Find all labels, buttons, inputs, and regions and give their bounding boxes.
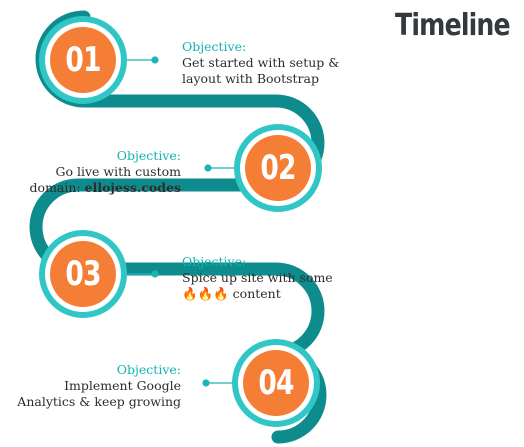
emoji-suffix: content (228, 286, 281, 301)
objective-label: Objective: (182, 39, 247, 54)
description-line: Get started with setup & (182, 55, 340, 70)
step-badge-03 (39, 230, 127, 318)
step-number-04: 04 (258, 363, 294, 403)
page-title: Timeline (395, 8, 511, 43)
fire-emoji-icons: 🔥🔥🔥 (182, 286, 229, 301)
step-badge-04 (232, 339, 320, 427)
step-number-03: 03 (65, 254, 101, 294)
description-line: Analytics & keep growing (17, 394, 181, 409)
step-description-01: Objective: Get started with setup & layo… (182, 39, 339, 87)
description-line: layout with Bootstrap (182, 71, 319, 86)
description-line: domain: ellojess.codes (30, 180, 181, 196)
objective-label: Objective: (116, 362, 181, 377)
objective-label: Objective: (116, 148, 181, 163)
step-description-02: Objective: Go live with custom domain: e… (30, 148, 181, 196)
step-badge-01 (39, 16, 127, 104)
step-badge-02 (234, 124, 322, 212)
connectors (124, 56, 238, 387)
domain-prefix: domain: (29, 180, 85, 195)
description-line: Go live with custom (55, 164, 181, 179)
description-line: Spice up site with some (182, 270, 333, 285)
description-line: 🔥🔥🔥 content (182, 286, 333, 302)
objective-label: Objective: (182, 254, 247, 269)
step-number-01: 01 (65, 40, 101, 80)
step-number-02: 02 (260, 148, 296, 188)
domain-name: ellojess.codes (84, 180, 181, 195)
step-description-04: Objective: Implement Google Analytics & … (17, 362, 181, 410)
description-line: Implement Google (64, 378, 181, 393)
step-description-03: Objective: Spice up site with some 🔥🔥🔥 c… (182, 254, 333, 302)
